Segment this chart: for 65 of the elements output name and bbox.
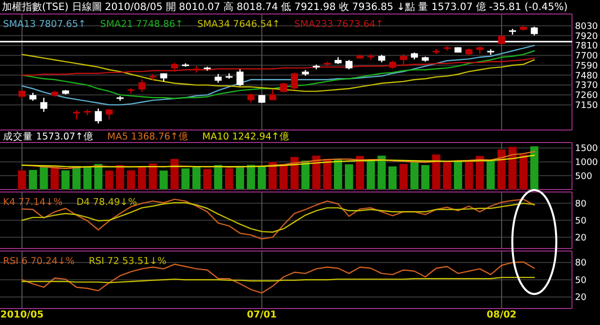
bar bbox=[18, 170, 26, 190]
y-tick-label: 7150 bbox=[575, 101, 598, 112]
series-label: RSI 6 70.24↓% bbox=[3, 256, 75, 267]
y-tick-label: 1500 bbox=[575, 144, 598, 154]
x-tick-label: 2010/05 bbox=[0, 310, 44, 320]
y-tick-label: 80 bbox=[575, 258, 587, 269]
candlestick bbox=[106, 108, 113, 120]
y-tick-label: 50 bbox=[575, 216, 587, 226]
y-tick-label: 20 bbox=[575, 293, 587, 304]
series-label: K4 77.14↓% bbox=[3, 197, 62, 208]
bar bbox=[72, 166, 81, 190]
text: SMA34 7646.54↑ bbox=[197, 19, 280, 30]
x-tick-label: 07/01 bbox=[246, 310, 277, 320]
bar bbox=[508, 146, 517, 190]
bar bbox=[126, 170, 136, 190]
x-tick-label: 08/02 bbox=[486, 310, 517, 320]
bar bbox=[344, 164, 354, 190]
series-label: D4 78.49↓% bbox=[76, 197, 138, 208]
y-tick-label: 50 bbox=[575, 276, 587, 286]
y-tick-label: 8030 bbox=[575, 22, 598, 32]
y-tick-label: 80 bbox=[575, 200, 587, 210]
line-series bbox=[21, 54, 535, 92]
candlestick bbox=[149, 73, 156, 81]
candlestick bbox=[291, 72, 298, 90]
text: SMA21 7748.86↑ bbox=[100, 19, 184, 30]
y-tick-label: 1000 bbox=[575, 158, 598, 168]
bar bbox=[290, 156, 299, 190]
candlestick bbox=[73, 110, 80, 120]
candlestick bbox=[280, 82, 288, 94]
candlestick bbox=[312, 64, 320, 70]
candlestick bbox=[324, 61, 331, 68]
candlestick bbox=[400, 53, 407, 65]
candlestick bbox=[487, 48, 494, 56]
y-tick-label: 20 bbox=[575, 233, 587, 244]
bar bbox=[236, 166, 244, 190]
bar bbox=[454, 160, 462, 190]
y-tick-label: 7370 bbox=[575, 81, 598, 92]
series-label: RSI 72 53.51↓% bbox=[88, 256, 166, 267]
y-tick-label: 7700 bbox=[575, 52, 598, 62]
candlestick bbox=[40, 97, 48, 112]
line-series bbox=[21, 57, 535, 76]
candlestick bbox=[94, 108, 102, 124]
candlestick bbox=[346, 59, 352, 70]
y-tick-label: 7920 bbox=[575, 32, 598, 42]
candlestick bbox=[138, 78, 146, 92]
y-tick-label: 7480 bbox=[575, 71, 598, 82]
bar bbox=[399, 164, 408, 190]
candlestick bbox=[367, 53, 374, 61]
candlestick bbox=[498, 34, 506, 46]
y-tick-label: 7260 bbox=[575, 91, 598, 102]
y-tick-label: 7590 bbox=[575, 61, 598, 72]
candlestick bbox=[236, 68, 244, 87]
bar bbox=[181, 168, 190, 190]
line-series bbox=[21, 44, 535, 106]
text: SMA13 7807.65↑ bbox=[3, 19, 86, 30]
line-series bbox=[21, 198, 535, 240]
text: MA5 1368.76↑億 bbox=[107, 130, 188, 142]
text: 成交量 1573.07↑億 bbox=[3, 130, 94, 142]
y-tick-label: 7810 bbox=[575, 42, 598, 52]
text: SMA233 7673.64↑ bbox=[294, 19, 384, 30]
candlestick bbox=[247, 92, 254, 104]
chart-title: 加權指數(TSE) 日線圖 2010/08/05 開 8010.07 高 8018.74 低 7921.98 收 7936.85 ↓點 量 1573.07 億 -35.81 (-0.45%) bbox=[2, 1, 568, 13]
y-tick-label: 500 bbox=[575, 172, 592, 182]
line-series bbox=[21, 154, 535, 168]
text: MA10 1242.94↑億 bbox=[202, 130, 290, 142]
